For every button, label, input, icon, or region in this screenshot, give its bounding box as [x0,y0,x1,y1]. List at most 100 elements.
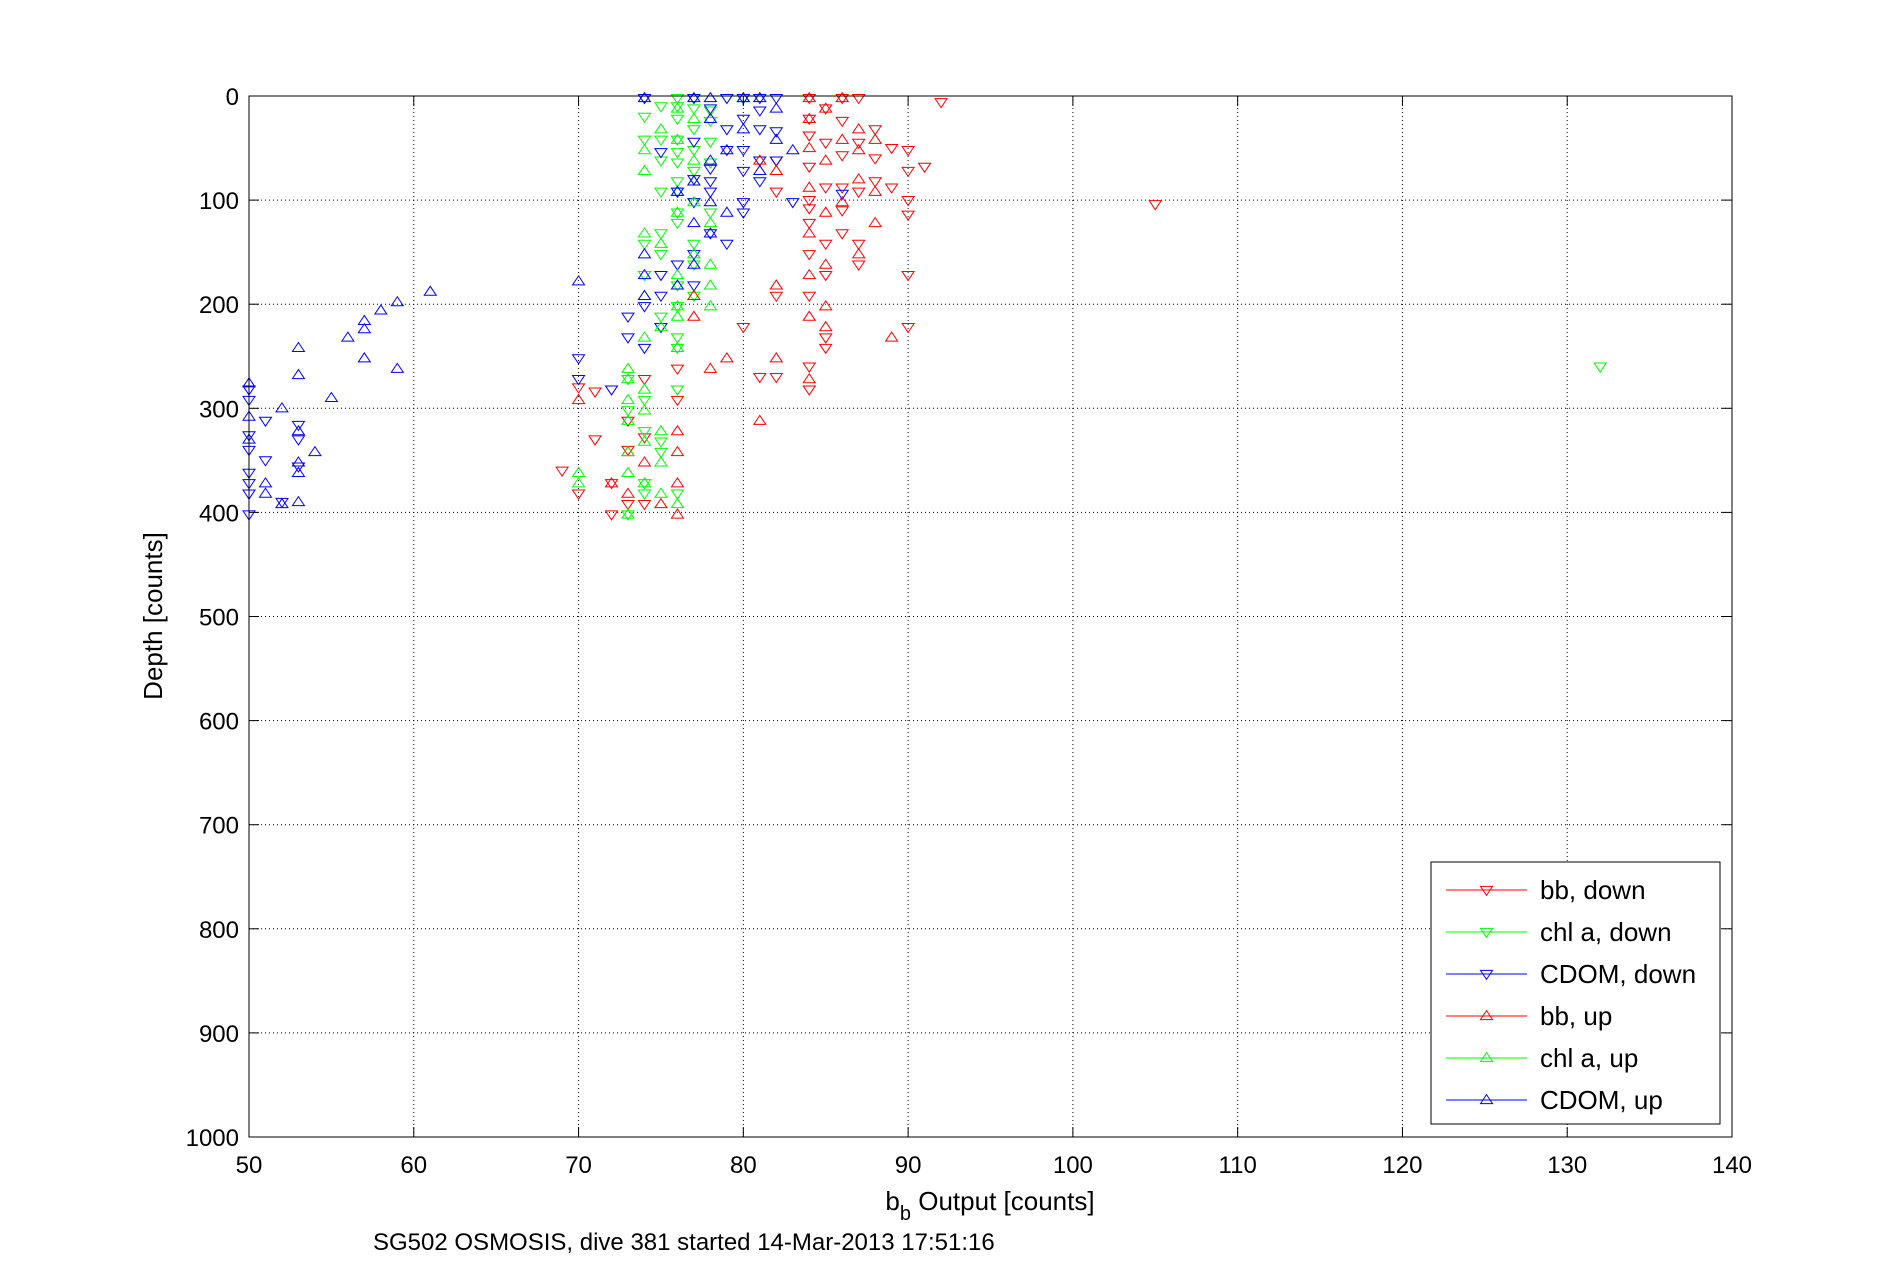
y-tick-label: 300 [199,396,239,423]
data-point [637,383,652,394]
data-point [802,362,817,373]
data-point [637,227,652,238]
data-point [621,375,635,386]
data-point [686,289,701,300]
data-point [637,331,652,342]
data-point [670,445,685,457]
data-point [621,445,635,457]
data-point [802,218,817,230]
data-point [670,341,685,353]
data-point [637,404,652,415]
data-point [1593,362,1608,373]
data-point [291,456,306,467]
data-point [654,237,668,248]
y-tick-label: 0 [226,84,239,111]
x-axis-label: bb Output [counts] [885,1186,1094,1225]
x-tick-label: 90 [895,1152,922,1179]
data-point [703,116,718,128]
data-point [604,479,619,490]
data-point [835,133,850,144]
data-point [390,362,405,373]
data-point [291,424,306,436]
data-point [802,385,817,396]
data-point [835,183,850,194]
data-point [818,258,833,269]
y-tick-label: 1000 [186,1125,239,1152]
data-point [769,187,784,199]
data-point [703,227,718,238]
data-point [769,372,784,384]
legend-marker [1479,885,1494,897]
data-point [670,343,685,355]
data-point [752,93,767,105]
data-point [588,435,602,446]
data-point [637,289,652,300]
data-point [868,216,883,228]
data-point [621,416,635,428]
data-point [637,476,652,488]
data-point [769,291,784,303]
data-point [588,387,602,398]
data-point [670,185,685,196]
data-point [670,310,685,321]
data-point [670,102,685,113]
data-point [736,123,751,134]
data-point [571,354,586,365]
data-point [851,187,866,199]
data-point [307,445,322,457]
data-point [851,172,866,184]
data-point [752,177,767,188]
data-point [802,291,817,303]
data-point [769,279,784,290]
data-point [703,112,718,124]
data-point [670,279,685,290]
data-point [621,499,635,511]
data-point [686,112,701,124]
x-tick-label: 60 [400,1152,427,1179]
series-2 [242,93,850,521]
data-point [604,385,619,396]
series-5 [242,91,800,509]
data-point [703,195,718,207]
data-point [654,320,668,332]
data-point [637,302,652,313]
data-point [686,247,701,259]
data-point [703,91,718,103]
data-point [571,274,586,286]
data-point [818,343,833,355]
data-point [637,489,652,500]
data-point [752,106,767,117]
data-point [752,414,767,425]
data-point [769,352,784,363]
data-point [752,125,767,136]
data-point [637,270,652,282]
data-point [571,476,586,488]
data-point [802,372,817,384]
data-point [868,185,883,196]
data-point [621,508,635,519]
data-point [670,260,685,271]
data-point [637,93,652,105]
data-point [555,466,570,478]
data-point [686,216,701,228]
data-point [719,239,734,251]
data-point [703,187,718,199]
data-point [851,123,866,134]
data-point [258,476,273,488]
data-point [835,151,850,162]
x-tick-label: 120 [1382,1152,1422,1179]
data-point [654,187,668,199]
data-point [719,125,734,136]
legend-marker [1479,969,1494,981]
data-point [818,102,833,113]
data-point [686,93,701,105]
data-point [752,154,767,165]
data-point [670,489,685,500]
data-point [802,268,817,280]
data-point [703,229,718,240]
data-point [637,247,652,259]
y-tick-label: 700 [199,813,239,840]
data-point [670,302,685,313]
data-point [258,416,273,428]
